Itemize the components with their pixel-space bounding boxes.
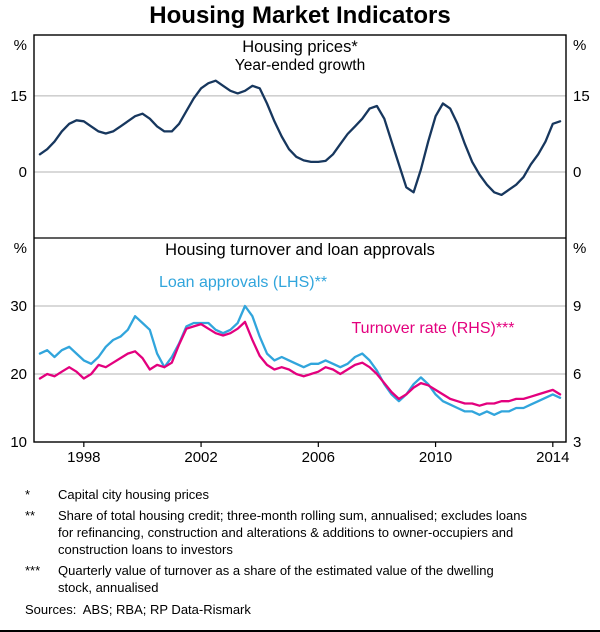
y-axis-tick-label: 10 (10, 434, 27, 451)
sources-line: Sources: ABS; RBA; RP Data-Rismark (25, 602, 251, 617)
y-axis-tick-label: 3 (573, 434, 581, 451)
panel-title: Housing turnover and loan approvals (165, 241, 435, 259)
axis-unit-label: % (14, 37, 27, 54)
panel-title: Housing prices* (242, 38, 358, 56)
footnote-marker: ** (25, 508, 36, 523)
footnote-marker: * (25, 487, 31, 502)
y-axis-tick-label: 6 (573, 366, 581, 383)
loan-approvals-line (38, 304, 562, 416)
footnote-row: * Capital city housing prices (25, 486, 600, 503)
x-axis-tick-label: 1998 (67, 449, 100, 466)
loan-approvals-label: Loan approvals (LHS)** (159, 274, 327, 291)
axis-unit-label: % (14, 240, 27, 257)
turnover-rate-label: Turnover rate (RHS)*** (351, 320, 514, 337)
footnotes: * Capital city housing prices ** Share of t… (25, 486, 600, 596)
x-axis-tick-label: 2010 (419, 449, 452, 466)
y-axis-tick-label: 0 (19, 164, 27, 181)
axis-unit-label: % (573, 240, 586, 257)
y-axis-tick-label: 20 (10, 366, 27, 383)
footnote-row: *** Quarterly value of turnover as a shar… (25, 562, 600, 596)
x-axis-tick-label: 2014 (536, 449, 569, 466)
footnote-text: Quarterly value of turnover as a share o… (58, 563, 494, 595)
y-axis-tick-label: 30 (10, 298, 27, 315)
y-axis-tick-label: 15 (10, 88, 27, 105)
chart-title: Housing Market Indicators (149, 2, 451, 29)
y-axis-tick-label: 15 (573, 88, 590, 105)
footnote-text: Share of total housing credit; three-mon… (58, 508, 527, 557)
turnover-rate-line (38, 320, 562, 407)
footnote-text: Capital city housing prices (58, 487, 210, 502)
y-axis-tick-label: 9 (573, 298, 581, 315)
axis-unit-label: % (573, 37, 586, 54)
housing-prices-line (38, 79, 562, 197)
y-axis-tick-label: 0 (573, 164, 581, 181)
x-axis-tick-label: 2002 (184, 449, 217, 466)
bottom-rule (0, 630, 600, 632)
x-axis-tick-label: 2006 (302, 449, 335, 466)
panel-subtitle: Year-ended growth (235, 57, 365, 74)
footnote-row: ** Share of total housing credit; three-m… (25, 507, 600, 558)
footnote-marker: *** (25, 563, 41, 578)
